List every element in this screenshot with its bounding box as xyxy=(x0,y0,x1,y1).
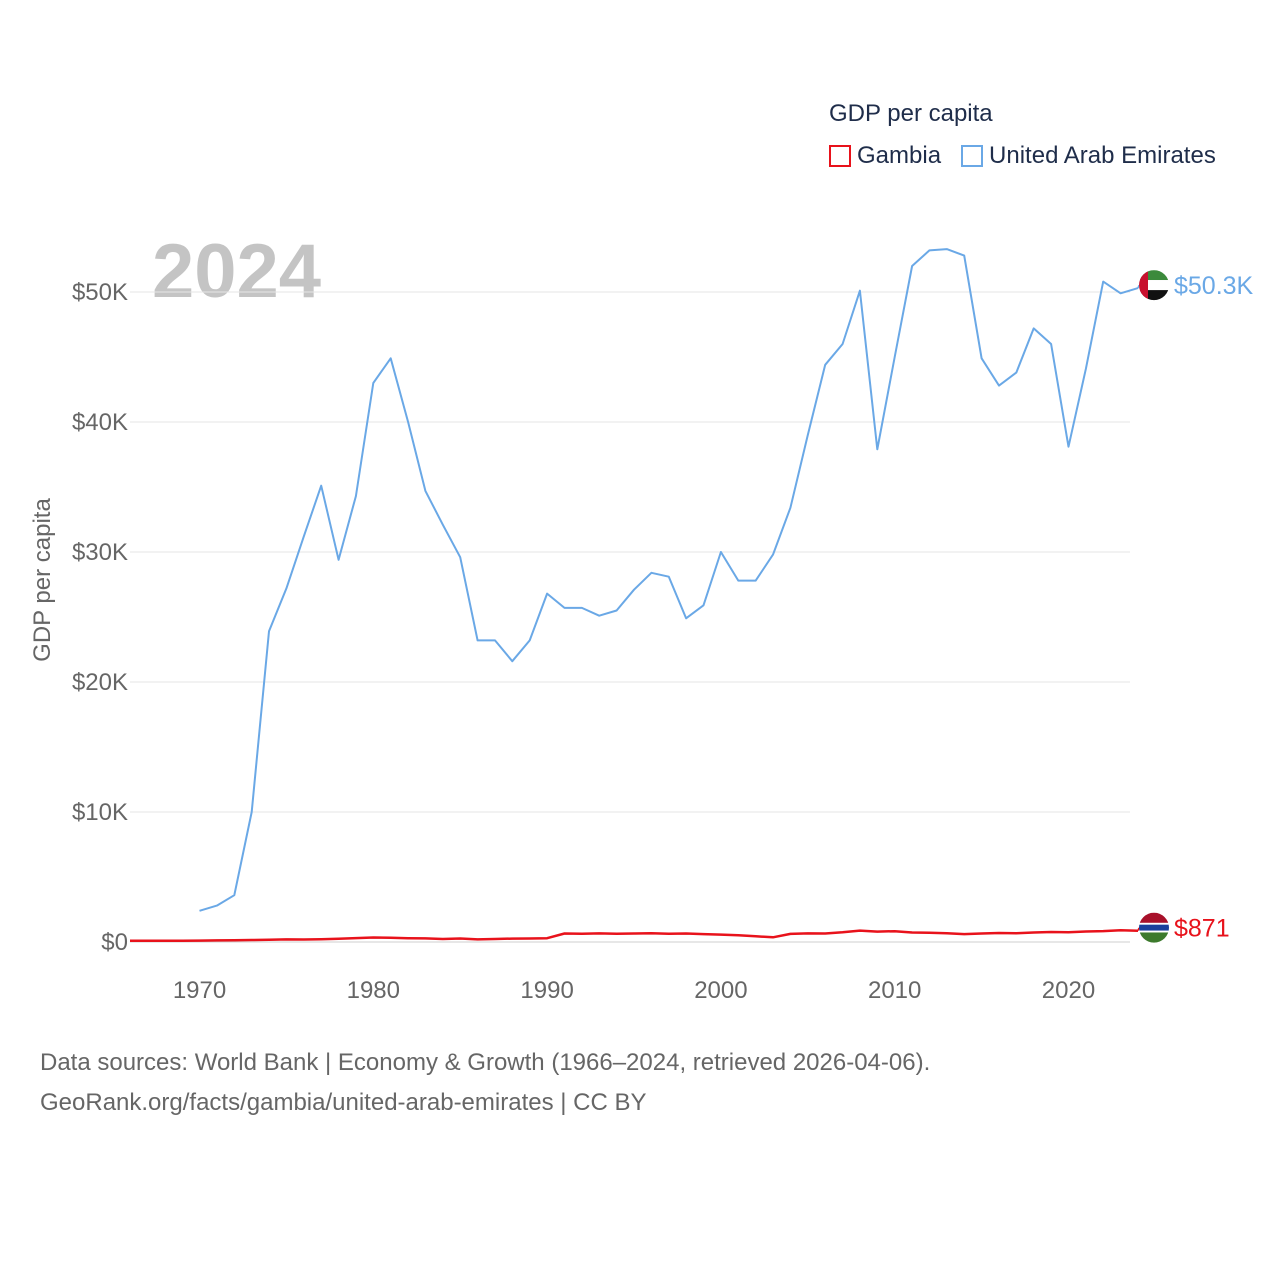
legend-swatch-gambia xyxy=(829,145,851,167)
y-tick-label: $10K xyxy=(72,799,128,826)
x-tick-label: 1980 xyxy=(347,977,400,1004)
y-axis-title: GDP per capita xyxy=(29,498,56,662)
legend-item-uae[interactable]: United Arab Emirates xyxy=(961,142,1216,170)
end-value-label: $50.3K xyxy=(1174,272,1254,300)
legend-label-gambia: Gambia xyxy=(857,142,942,169)
series-line-gambia xyxy=(130,929,1139,943)
legend: Gambia United Arab Emirates xyxy=(829,142,1236,170)
legend-title: GDP per capita xyxy=(829,100,993,127)
series-line-uae xyxy=(199,248,1139,912)
x-tick-label: 2000 xyxy=(694,977,747,1004)
end-value-label: $871 xyxy=(1174,915,1230,943)
end-connector xyxy=(1137,284,1140,289)
y-tick-label: $0 xyxy=(101,929,128,956)
legend-label-uae: United Arab Emirates xyxy=(989,142,1216,169)
y-tick-label: $50K xyxy=(72,279,128,306)
x-tick-label: 1990 xyxy=(520,977,573,1004)
year-watermark: 2024 xyxy=(152,229,322,314)
footer-link[interactable]: GeoRank.org/facts/gambia/united-arab-emi… xyxy=(40,1089,647,1116)
footer-sources: Data sources: World Bank | Economy & Gro… xyxy=(40,1049,931,1076)
uae-flag-icon xyxy=(1139,270,1169,301)
y-tick-label: $40K xyxy=(72,409,128,436)
footer: Data sources: World Bank | Economy & Gro… xyxy=(40,1043,930,1123)
legend-swatch-uae xyxy=(961,145,984,167)
x-tick-label: 2020 xyxy=(1042,977,1095,1004)
y-tick-label: $30K xyxy=(72,539,128,566)
y-tick-label: $20K xyxy=(72,669,128,696)
x-tick-label: 1970 xyxy=(173,977,226,1004)
legend-item-gambia[interactable]: Gambia xyxy=(829,142,941,170)
x-tick-label: 2010 xyxy=(868,977,921,1004)
end-connector xyxy=(1137,927,1140,931)
gambia-flag-icon xyxy=(1139,912,1169,943)
